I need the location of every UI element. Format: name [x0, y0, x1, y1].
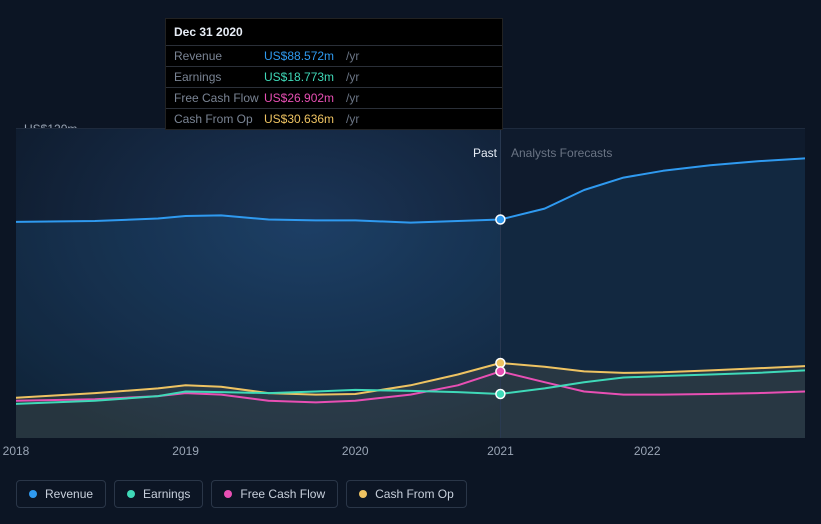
legend-dot-icon	[359, 490, 367, 498]
tooltip-row: Cash From OpUS$30.636m/yr	[166, 108, 502, 129]
legend-dot-icon	[29, 490, 37, 498]
x-tick-label: 2022	[634, 444, 661, 458]
legend-dot-icon	[127, 490, 135, 498]
x-tick-label: 2021	[487, 444, 514, 458]
x-axis: 20182019202020212022	[16, 444, 805, 464]
x-tick-label: 2019	[172, 444, 199, 458]
x-tick-label: 2018	[3, 444, 30, 458]
legend-item-cash_from_op[interactable]: Cash From Op	[346, 480, 467, 508]
tooltip-metric-value: US$26.902m	[264, 91, 342, 105]
tooltip-metric-value: US$30.636m	[264, 112, 342, 126]
legend-label: Cash From Op	[375, 487, 454, 501]
tooltip-metric-unit: /yr	[346, 70, 359, 84]
tooltip-metric-value: US$88.572m	[264, 49, 342, 63]
tooltip-metric-unit: /yr	[346, 91, 359, 105]
legend-item-free_cash_flow[interactable]: Free Cash Flow	[211, 480, 338, 508]
tooltip-metric-unit: /yr	[346, 49, 359, 63]
tooltip-row: Free Cash FlowUS$26.902m/yr	[166, 87, 502, 108]
chart-legend: Revenue Earnings Free Cash Flow Cash From O…	[16, 480, 467, 508]
tooltip-date: Dec 31 2020	[166, 19, 502, 45]
legend-dot-icon	[224, 490, 232, 498]
legend-item-earnings[interactable]: Earnings	[114, 480, 203, 508]
tooltip-metric-label: Earnings	[174, 70, 264, 84]
tooltip-metric-unit: /yr	[346, 112, 359, 126]
tooltip-metric-value: US$18.773m	[264, 70, 342, 84]
legend-label: Earnings	[143, 487, 190, 501]
tooltip-row: RevenueUS$88.572m/yr	[166, 45, 502, 66]
legend-label: Revenue	[45, 487, 93, 501]
x-tick-label: 2020	[342, 444, 369, 458]
tooltip-metric-label: Revenue	[174, 49, 264, 63]
financials-chart[interactable]	[16, 128, 805, 438]
hover-tooltip: Dec 31 2020 RevenueUS$88.572m/yrEarnings…	[165, 18, 503, 130]
tooltip-row: EarningsUS$18.773m/yr	[166, 66, 502, 87]
legend-item-revenue[interactable]: Revenue	[16, 480, 106, 508]
tooltip-metric-label: Free Cash Flow	[174, 91, 264, 105]
legend-label: Free Cash Flow	[240, 487, 325, 501]
tooltip-metric-label: Cash From Op	[174, 112, 264, 126]
